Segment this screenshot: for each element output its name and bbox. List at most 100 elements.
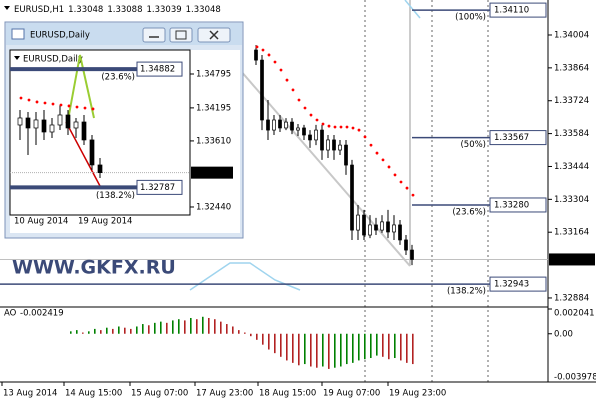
- candle-body: [57, 114, 63, 126]
- candle-body: [272, 119, 276, 131]
- sar-dot: [315, 118, 319, 122]
- ao-value: -0.002419: [20, 309, 64, 319]
- ao-bar: [394, 333, 396, 359]
- envelope-line: [404, 0, 421, 19]
- y-tick-label: 0.00: [554, 329, 573, 339]
- fib-price-box: [489, 197, 547, 213]
- last-price-box: [549, 253, 595, 266]
- ao-bar: [202, 316, 204, 334]
- y-tick-label: 1.32884: [554, 293, 589, 303]
- sar-dot: [267, 53, 271, 57]
- candle-body: [73, 121, 79, 129]
- candle-body: [410, 249, 414, 260]
- fib-percent: (23.6%): [101, 73, 135, 83]
- ao-bar: [106, 327, 108, 334]
- sar-dot: [35, 100, 39, 104]
- ao-bar: [100, 330, 102, 334]
- candle-body: [17, 117, 23, 126]
- sar-dot: [369, 143, 373, 147]
- zigzag-line: [67, 54, 95, 121]
- candle-body: [314, 129, 318, 141]
- ao-bar: [118, 326, 120, 334]
- fib-percent: (138.2%): [447, 287, 486, 297]
- sar-dot: [393, 173, 397, 177]
- ao-bar: [346, 333, 348, 365]
- envelope-line: [189, 262, 301, 291]
- ao-bar: [256, 333, 258, 340]
- ao-bar: [322, 333, 324, 367]
- ao-bar: [166, 322, 168, 334]
- ao-bar: [226, 324, 228, 334]
- maximize-button[interactable]: [169, 27, 193, 43]
- fib-price-box: [136, 179, 183, 195]
- ao-bar: [352, 333, 354, 363]
- sar-dot: [279, 68, 283, 72]
- ao-bar: [376, 333, 378, 356]
- y-tick-label: 1.33304: [554, 195, 589, 205]
- y-tick-label: 0.002041: [554, 309, 595, 319]
- ao-bar: [304, 333, 306, 365]
- ao-bar: [292, 333, 294, 363]
- candle-body: [350, 164, 354, 231]
- x-tick-label: 18 Aug 15:00: [259, 389, 316, 399]
- candle-body: [338, 144, 342, 151]
- minimize-button[interactable]: [142, 27, 166, 43]
- fib-price-box: [489, 276, 547, 292]
- fib-price-box: [136, 61, 183, 77]
- ao-bar: [250, 333, 252, 337]
- y-tick-label: 1.33724: [554, 96, 589, 106]
- ao-bar: [268, 333, 270, 350]
- ao-bar: [88, 331, 90, 334]
- y-tick-label: 1.33444: [554, 162, 589, 172]
- ao-bar: [136, 326, 138, 334]
- sar-dot: [381, 158, 385, 162]
- candle-body: [65, 114, 71, 129]
- last-price-label: 1.33048: [194, 168, 229, 178]
- sar-dot: [297, 98, 301, 102]
- ao-bar: [382, 333, 384, 357]
- ao-bar: [358, 333, 360, 361]
- sar-dot: [339, 125, 343, 129]
- y-tick-label: -0.003978: [554, 373, 596, 383]
- header-part: EURUSD,H1: [14, 5, 64, 15]
- maximize-glyph: [175, 30, 187, 40]
- candle-body: [278, 119, 282, 129]
- candle-body: [296, 127, 300, 131]
- last-price-box: [191, 166, 233, 179]
- x-tick-label: 19 Aug 23:00: [389, 389, 446, 399]
- x-tick-label: 19 Aug 07:00: [323, 389, 380, 399]
- ao-bar: [160, 321, 162, 334]
- sar-dot: [261, 48, 265, 52]
- daily-window: EURUSD,Daily EURUSD,Daily 1.34795 1.34195…: [4, 21, 244, 239]
- candle-body: [49, 124, 55, 133]
- sar-dot: [357, 128, 361, 132]
- sar-dot: [59, 103, 63, 107]
- close-glyph: [209, 30, 219, 40]
- ao-bar: [178, 319, 180, 334]
- ao-bar: [388, 333, 390, 360]
- fib-percent: (138.2%): [96, 191, 135, 201]
- ao-bar: [196, 319, 198, 334]
- ao-bar: [220, 321, 222, 334]
- ao-bar: [148, 325, 150, 334]
- ao-bar: [364, 333, 366, 360]
- ao-bar: [154, 322, 156, 334]
- candle-body: [368, 224, 372, 236]
- y-tick-label: 1.34795: [196, 69, 231, 79]
- sar-dot: [333, 125, 337, 129]
- ao-bar: [406, 333, 408, 363]
- sar-dot: [327, 124, 331, 128]
- sar-dot: [291, 88, 295, 92]
- header-arrow: [4, 6, 10, 10]
- fib-percent: (100%): [455, 13, 486, 23]
- x-tick-label: 10 Aug 2014: [14, 217, 68, 227]
- sar-dot: [351, 126, 355, 130]
- y-tick-label: 1.33164: [554, 228, 589, 238]
- candle-body: [380, 221, 384, 231]
- sar-dot: [67, 104, 71, 108]
- ao-bar: [232, 326, 234, 334]
- sar-dot: [75, 105, 79, 109]
- ao-bar: [412, 333, 414, 365]
- candle-body: [344, 144, 348, 166]
